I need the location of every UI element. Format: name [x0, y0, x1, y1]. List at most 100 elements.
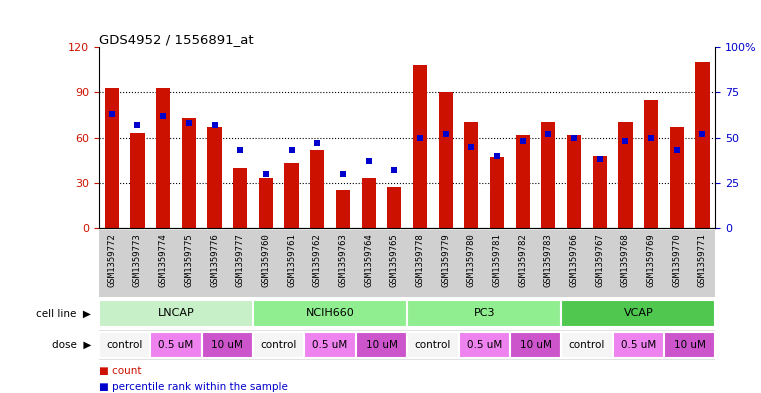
Bar [208, 127, 221, 228]
Point [619, 138, 632, 144]
Bar [561, 300, 715, 327]
Point [465, 143, 477, 150]
Text: GSM1359780: GSM1359780 [466, 233, 476, 287]
Point [696, 131, 708, 137]
Bar [259, 178, 273, 228]
Text: ■ count: ■ count [99, 366, 142, 376]
Text: GSM1359771: GSM1359771 [698, 233, 707, 287]
Text: GSM1359782: GSM1359782 [518, 233, 527, 287]
Text: GSM1359762: GSM1359762 [313, 233, 322, 287]
Bar [593, 156, 607, 228]
Point [311, 140, 323, 146]
Bar [413, 65, 427, 228]
Bar [613, 332, 664, 358]
Text: GSM1359777: GSM1359777 [236, 233, 245, 287]
Text: 10 uM: 10 uM [212, 340, 244, 350]
Text: dose  ▶: dose ▶ [52, 340, 91, 350]
Text: 0.5 uM: 0.5 uM [158, 340, 193, 350]
Bar [285, 163, 298, 228]
Bar [561, 332, 613, 358]
Point [362, 158, 374, 164]
Bar [567, 134, 581, 228]
Text: 0.5 uM: 0.5 uM [466, 340, 501, 350]
Bar [696, 62, 709, 228]
Point [670, 147, 683, 153]
Point [260, 171, 272, 177]
Text: 0.5 uM: 0.5 uM [313, 340, 348, 350]
Bar [233, 168, 247, 228]
Text: GSM1359775: GSM1359775 [184, 233, 193, 287]
Text: cell line  ▶: cell line ▶ [37, 309, 91, 318]
Text: GSM1359776: GSM1359776 [210, 233, 219, 287]
Bar [664, 332, 715, 358]
Bar [438, 92, 453, 228]
Point [594, 156, 606, 162]
Bar [130, 133, 145, 228]
Text: NCIH660: NCIH660 [306, 309, 355, 318]
Bar [253, 300, 407, 327]
Point [285, 147, 298, 153]
Text: control: control [260, 340, 297, 350]
Text: GSM1359781: GSM1359781 [492, 233, 501, 287]
Bar [304, 332, 355, 358]
Point [440, 131, 452, 137]
Bar [670, 127, 684, 228]
Bar [407, 332, 458, 358]
Bar [516, 134, 530, 228]
Bar [541, 123, 556, 228]
Text: PC3: PC3 [473, 309, 495, 318]
Point [132, 122, 144, 128]
Text: 0.5 uM: 0.5 uM [621, 340, 656, 350]
Text: GSM1359769: GSM1359769 [647, 233, 656, 287]
Bar [387, 187, 401, 228]
Bar [355, 332, 407, 358]
Point [543, 131, 555, 137]
Text: 10 uM: 10 uM [673, 340, 705, 350]
Point [183, 120, 195, 126]
Text: control: control [415, 340, 451, 350]
Point [337, 171, 349, 177]
Text: control: control [568, 340, 605, 350]
Text: GSM1359763: GSM1359763 [339, 233, 348, 287]
Bar [151, 332, 202, 358]
Bar [407, 300, 561, 327]
Point [209, 122, 221, 128]
Bar [182, 118, 196, 228]
Bar [644, 100, 658, 228]
Point [414, 134, 426, 141]
Bar [99, 332, 150, 358]
Point [517, 138, 529, 144]
Text: 10 uM: 10 uM [520, 340, 552, 350]
Text: GSM1359767: GSM1359767 [595, 233, 604, 287]
Text: GSM1359768: GSM1359768 [621, 233, 630, 287]
Bar [310, 150, 324, 228]
Point [157, 113, 169, 119]
Text: GSM1359783: GSM1359783 [544, 233, 553, 287]
Text: GSM1359779: GSM1359779 [441, 233, 451, 287]
Bar [99, 300, 253, 327]
Bar [490, 157, 504, 228]
Text: GSM1359772: GSM1359772 [107, 233, 116, 287]
Text: GSM1359764: GSM1359764 [364, 233, 373, 287]
Text: GSM1359760: GSM1359760 [261, 233, 270, 287]
Bar [156, 88, 170, 228]
Bar [510, 332, 561, 358]
Text: ■ percentile rank within the sample: ■ percentile rank within the sample [99, 382, 288, 392]
Text: GSM1359778: GSM1359778 [416, 233, 425, 287]
Text: 10 uM: 10 uM [365, 340, 397, 350]
Bar [361, 178, 376, 228]
Bar [336, 190, 350, 228]
Bar [253, 332, 304, 358]
Text: GSM1359773: GSM1359773 [133, 233, 142, 287]
Text: GSM1359770: GSM1359770 [672, 233, 681, 287]
Bar [458, 332, 510, 358]
Point [645, 134, 658, 141]
Bar [464, 123, 479, 228]
Bar [619, 123, 632, 228]
Point [491, 152, 503, 159]
Text: GSM1359774: GSM1359774 [158, 233, 167, 287]
Text: LNCAP: LNCAP [158, 309, 194, 318]
Point [568, 134, 580, 141]
Point [234, 147, 247, 153]
Text: GSM1359761: GSM1359761 [287, 233, 296, 287]
